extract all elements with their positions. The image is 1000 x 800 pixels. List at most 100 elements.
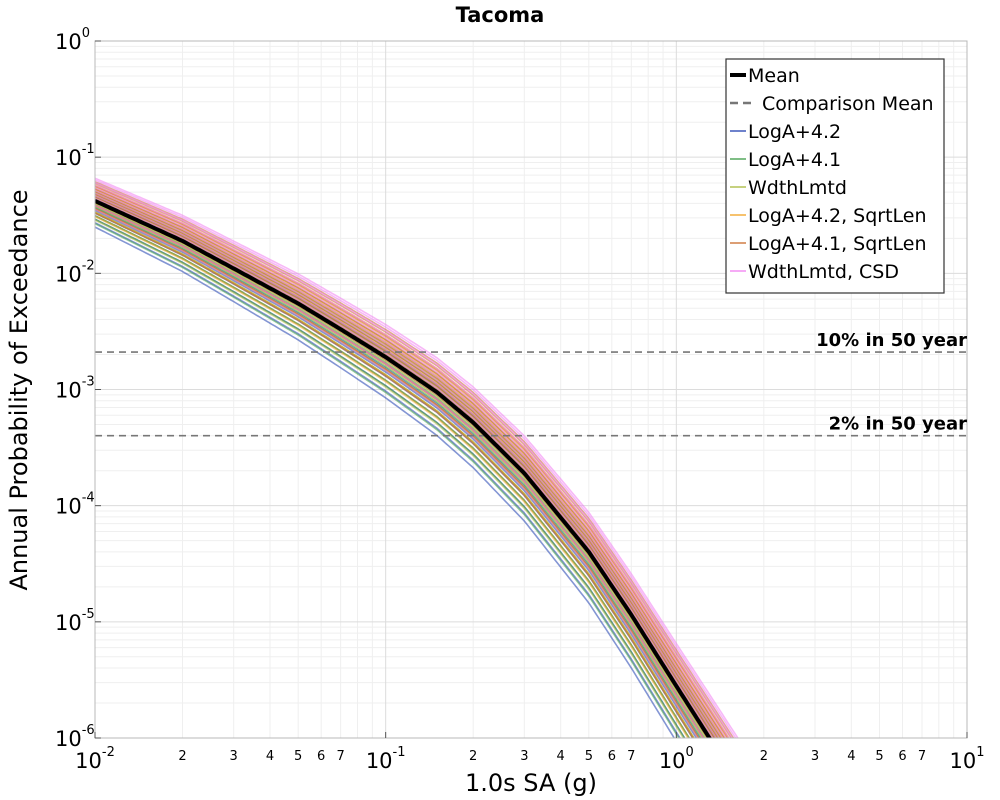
y-tick-label: 10-4 bbox=[55, 491, 95, 519]
branch-curve bbox=[95, 200, 711, 738]
branch-curve bbox=[95, 219, 685, 738]
legend-label: LogA+4.2 bbox=[748, 121, 841, 143]
branch-curve bbox=[95, 179, 737, 738]
x-minor-tick-label: 2 bbox=[760, 749, 768, 764]
reference-labels: 10% in 50 year 2% in 50 year bbox=[816, 330, 967, 435]
branch-curve bbox=[95, 201, 710, 738]
branch-curve bbox=[95, 207, 701, 738]
branch-curve bbox=[95, 203, 706, 738]
branch-curve bbox=[95, 186, 728, 738]
branch-curve bbox=[95, 182, 733, 738]
branch-curve bbox=[95, 202, 707, 738]
chart-title: Tacoma bbox=[456, 3, 545, 27]
branch-curve bbox=[95, 208, 700, 738]
branch-curve bbox=[95, 201, 709, 738]
legend-item: WdthLmtd bbox=[730, 177, 847, 199]
branch-curve bbox=[95, 199, 712, 738]
x-minor-tick-label: 4 bbox=[557, 749, 565, 764]
x-minor-tick-label: 7 bbox=[918, 749, 926, 764]
legend: Mean Comparison Mean LogA+4.2 LogA+4.1 WdthL… bbox=[725, 58, 945, 294]
y-tick-label: 10-5 bbox=[55, 607, 95, 635]
branch-curve bbox=[95, 191, 722, 738]
branch-curve bbox=[95, 211, 695, 738]
x-minor-tick-label: 7 bbox=[337, 749, 345, 764]
branch-curve bbox=[95, 226, 676, 738]
branch-curve bbox=[95, 195, 716, 738]
legend-label: Comparison Mean bbox=[762, 93, 934, 115]
legend-box bbox=[725, 58, 945, 294]
x-axis-title: 1.0s SA (g) bbox=[465, 769, 597, 797]
x-minor-tick-label: 2 bbox=[469, 749, 477, 764]
y-axis-ticks: 100 10-1 10-2 10-3 10-4 10-5 10-6 bbox=[55, 26, 101, 751]
x-minor-tick-label: 6 bbox=[608, 749, 616, 764]
branch-curve bbox=[95, 208, 699, 738]
x-tick-label: 10-2 bbox=[75, 745, 115, 773]
branch-curve bbox=[95, 198, 713, 738]
x-minor-tick-label: 4 bbox=[847, 749, 855, 764]
x-tick-label: 101 bbox=[949, 745, 984, 773]
reference-lines bbox=[95, 351, 967, 437]
x-tick-label: 100 bbox=[659, 745, 694, 773]
legend-label: WdthLmtd bbox=[748, 177, 847, 199]
legend-label: WdthLmtd, CSD bbox=[748, 261, 899, 283]
branch-curve bbox=[95, 196, 715, 738]
branch-curve bbox=[95, 189, 724, 738]
legend-item: Mean bbox=[730, 65, 800, 87]
branch-curve bbox=[95, 218, 686, 738]
legend-item: WdthLmtd, CSD bbox=[730, 261, 899, 283]
branch-curve bbox=[95, 177, 739, 738]
branch-curve bbox=[95, 214, 691, 738]
branch-curve bbox=[95, 201, 710, 738]
legend-item: LogA+4.2 bbox=[730, 121, 841, 143]
x-minor-tick-label: 5 bbox=[294, 749, 302, 764]
x-minor-tick-label: 2 bbox=[178, 749, 186, 764]
branch-curve bbox=[95, 201, 710, 738]
legend-item: Comparison Mean bbox=[730, 93, 934, 115]
branch-curve bbox=[95, 214, 691, 738]
legend-item: LogA+4.1, SqrtLen bbox=[730, 233, 927, 255]
branch-curve bbox=[95, 214, 691, 738]
branch-curve bbox=[95, 212, 694, 738]
branch-curve bbox=[95, 204, 705, 738]
x-minor-tick-label: 3 bbox=[811, 749, 819, 764]
branch-curve bbox=[95, 181, 734, 738]
branch-curve bbox=[95, 208, 700, 738]
reference-line-label: 10% in 50 year bbox=[816, 330, 967, 351]
legend-label: Mean bbox=[748, 65, 800, 87]
reference-line-label: 2% in 50 year bbox=[829, 414, 967, 435]
y-tick-label: 10-2 bbox=[55, 258, 95, 286]
y-tick-label: 10-3 bbox=[55, 375, 95, 403]
x-minor-tick-label: 4 bbox=[266, 749, 274, 764]
mean-curve bbox=[95, 199, 712, 738]
x-minor-tick-label: 3 bbox=[230, 749, 238, 764]
mean-curve-layer bbox=[95, 199, 712, 738]
legend-item: LogA+4.2, SqrtLen bbox=[730, 205, 927, 227]
branch-curve bbox=[95, 221, 681, 738]
branch-curve bbox=[95, 222, 680, 738]
branch-curve bbox=[95, 187, 727, 738]
legend-label: LogA+4.1 bbox=[748, 149, 841, 171]
x-minor-tick-label: 5 bbox=[875, 749, 883, 764]
x-tick-label: 10-1 bbox=[366, 745, 406, 773]
branch-curve bbox=[95, 211, 695, 738]
x-minor-tick-label: 7 bbox=[627, 749, 635, 764]
branch-curve bbox=[95, 208, 699, 738]
x-minor-tick-label: 5 bbox=[585, 749, 593, 764]
branch-curve bbox=[95, 206, 702, 738]
branch-curve bbox=[95, 184, 730, 738]
branch-curve bbox=[95, 187, 726, 738]
y-tick-label: 100 bbox=[55, 26, 90, 54]
legend-item: LogA+4.1 bbox=[730, 149, 841, 171]
y-tick-label: 10-6 bbox=[55, 723, 95, 751]
branch-curve bbox=[95, 181, 735, 738]
legend-label: LogA+4.2, SqrtLen bbox=[748, 205, 927, 227]
y-axis-title: Annual Probability of Exceedance bbox=[5, 189, 33, 590]
branch-curve bbox=[95, 201, 709, 738]
branch-curve bbox=[95, 194, 717, 738]
branch-curve bbox=[95, 190, 723, 738]
branch-curve bbox=[95, 209, 698, 738]
branch-curve bbox=[95, 194, 718, 738]
branch-curve bbox=[95, 212, 694, 738]
